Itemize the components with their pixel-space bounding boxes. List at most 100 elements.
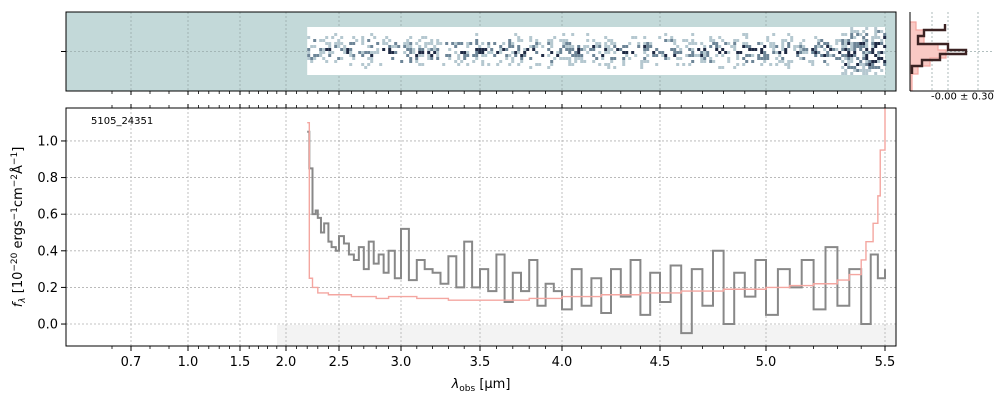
trace-pixel bbox=[577, 48, 581, 51]
trace-pixel bbox=[790, 60, 794, 63]
trace-pixel bbox=[535, 51, 539, 54]
trace-pixel bbox=[553, 57, 557, 60]
trace-pixel bbox=[565, 45, 569, 48]
trace-pixel bbox=[880, 39, 884, 42]
trace-pixel bbox=[520, 54, 524, 57]
trace-pixel bbox=[745, 45, 749, 48]
trace-pixel bbox=[850, 48, 854, 51]
trace-pixel bbox=[367, 45, 371, 48]
trace-pixel bbox=[805, 51, 809, 54]
trace-pixel bbox=[337, 39, 341, 42]
trace-pixel bbox=[733, 39, 737, 42]
trace-pixel bbox=[760, 42, 764, 45]
trace-pixel bbox=[607, 63, 611, 66]
trace-pixel bbox=[715, 54, 719, 57]
trace-pixel bbox=[784, 63, 788, 66]
trace-pixel bbox=[751, 54, 755, 57]
trace-pixel bbox=[430, 54, 434, 57]
trace-pixel bbox=[613, 66, 617, 69]
trace-pixel bbox=[607, 45, 611, 48]
trace-pixel bbox=[856, 33, 860, 36]
trace-pixel bbox=[565, 57, 569, 60]
trace-pixel bbox=[862, 57, 866, 60]
trace-pixel bbox=[508, 42, 512, 45]
trace-pixel bbox=[802, 39, 806, 42]
trace-pixel bbox=[763, 60, 767, 63]
trace-pixel bbox=[511, 60, 515, 63]
trace-pixel bbox=[367, 57, 371, 60]
trace-pixel bbox=[877, 57, 881, 60]
trace-pixel bbox=[742, 63, 746, 66]
trace-pixel bbox=[709, 45, 713, 48]
trace-pixel bbox=[499, 45, 503, 48]
trace-pixel bbox=[826, 45, 830, 48]
trace-pixel bbox=[409, 42, 413, 45]
trace-pixel bbox=[571, 48, 575, 51]
trace-pixel bbox=[712, 39, 716, 42]
trace-pixel bbox=[721, 54, 725, 57]
trace-pixel bbox=[763, 45, 767, 48]
trace-pixel bbox=[850, 30, 854, 33]
trace-pixel bbox=[385, 36, 389, 39]
trace-pixel bbox=[523, 51, 527, 54]
trace-pixel bbox=[883, 63, 887, 66]
trace-pixel bbox=[721, 48, 725, 51]
trace-pixel bbox=[481, 51, 485, 54]
trace-pixel bbox=[490, 51, 494, 54]
trace-pixel bbox=[529, 57, 533, 60]
trace-pixel bbox=[685, 45, 689, 48]
trace-pixel bbox=[865, 72, 869, 75]
trace-pixel bbox=[511, 57, 515, 60]
trace-pixel bbox=[349, 51, 353, 54]
trace-pixel bbox=[658, 36, 662, 39]
trace-pixel bbox=[496, 63, 500, 66]
trace-pixel bbox=[325, 36, 329, 39]
spectrum-2d-frame bbox=[65, 11, 897, 92]
trace-pixel bbox=[433, 45, 437, 48]
trace-pixel bbox=[661, 54, 665, 57]
trace-pixel bbox=[586, 39, 590, 42]
trace-pixel bbox=[691, 48, 695, 51]
trace-pixel bbox=[568, 63, 572, 66]
trace-pixel bbox=[646, 42, 650, 45]
trace-pixel bbox=[418, 54, 422, 57]
trace-pixel bbox=[853, 66, 857, 69]
trace-pixel bbox=[673, 39, 677, 42]
trace-pixel bbox=[862, 39, 866, 42]
trace-pixel bbox=[706, 51, 710, 54]
trace-pixel bbox=[487, 51, 491, 54]
trace-pixel bbox=[391, 51, 395, 54]
trace-pixel bbox=[553, 36, 557, 39]
trace-pixel bbox=[871, 51, 875, 54]
trace-pixel bbox=[874, 36, 878, 39]
trace-pixel bbox=[676, 51, 680, 54]
trace-pixel bbox=[628, 57, 632, 60]
trace-pixel bbox=[778, 51, 782, 54]
trace-pixel bbox=[394, 45, 398, 48]
trace-pixel bbox=[424, 36, 428, 39]
spectrum-1d-panel: 0.7 1.0 1.5 2.0 2.5 3.0 3.5 4.0 4.5 5.0 5.5 0.0 0.2 0… bbox=[10, 104, 897, 394]
trace-pixel bbox=[814, 51, 818, 54]
trace-pixel bbox=[313, 57, 317, 60]
trace-pixel bbox=[871, 42, 875, 45]
trace-pixel bbox=[568, 48, 572, 51]
trace-pixel bbox=[805, 48, 809, 51]
trace-pixel bbox=[844, 42, 848, 45]
trace-pixel bbox=[772, 48, 776, 51]
trace-pixel bbox=[700, 54, 704, 57]
trace-pixel bbox=[880, 30, 884, 33]
trace-pixel bbox=[361, 39, 365, 42]
trace-pixel bbox=[853, 51, 857, 54]
trace-pixel bbox=[853, 36, 857, 39]
trace-pixel bbox=[874, 54, 878, 57]
trace-pixel bbox=[679, 48, 683, 51]
trace-pixel bbox=[655, 48, 659, 51]
trace-pixel bbox=[679, 57, 683, 60]
x-tick-label: 4.5 bbox=[650, 355, 671, 370]
trace-pixel bbox=[406, 42, 410, 45]
trace-pixel bbox=[481, 60, 485, 63]
trace-pixel bbox=[631, 36, 635, 39]
trace-pixel bbox=[376, 42, 380, 45]
trace-pixel bbox=[853, 48, 857, 51]
trace-pixel bbox=[613, 57, 617, 60]
